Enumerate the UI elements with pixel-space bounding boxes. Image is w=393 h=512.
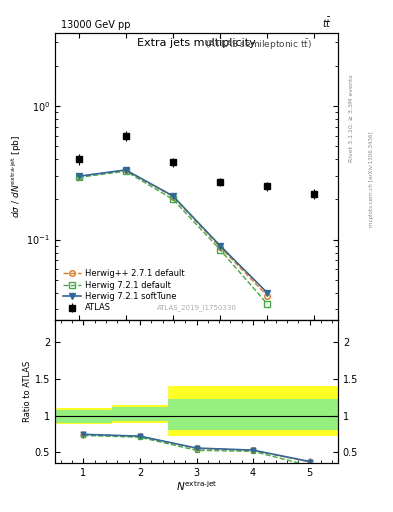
Herwig++ 2.7.1 default <box>265 293 270 299</box>
Text: Rivet 3.1.10, ≥ 3.3M events: Rivet 3.1.10, ≥ 3.3M events <box>349 74 354 162</box>
X-axis label: $N^{\rm extra\text{-}jet}$: $N^{\rm extra\text{-}jet}$ <box>176 480 217 494</box>
Herwig 7.2.1 default <box>218 247 222 253</box>
Legend: Herwig++ 2.7.1 default, Herwig 7.2.1 default, Herwig 7.2.1 softTune, ATLAS: Herwig++ 2.7.1 default, Herwig 7.2.1 def… <box>59 266 188 316</box>
Herwig 7.2.1 softTune <box>123 167 128 173</box>
Herwig 7.2.1 default <box>76 174 81 180</box>
Text: ATLAS_2019_I1750330: ATLAS_2019_I1750330 <box>156 305 237 311</box>
Text: 13000 GeV pp: 13000 GeV pp <box>61 20 130 30</box>
Herwig++ 2.7.1 default <box>123 167 128 174</box>
Herwig 7.2.1 softTune <box>218 243 222 249</box>
Text: $t\bar{t}$: $t\bar{t}$ <box>322 16 332 30</box>
Herwig 7.2.1 default <box>123 168 128 174</box>
Herwig 7.2.1 default <box>171 196 175 202</box>
Y-axis label: $d\sigma\ /\ dN^{\rm extra\text{-}jet}\ [\rm pb]$: $d\sigma\ /\ dN^{\rm extra\text{-}jet}\ … <box>9 135 24 218</box>
Text: mcplots.cern.ch [arXiv:1306.3436]: mcplots.cern.ch [arXiv:1306.3436] <box>369 132 374 227</box>
Line: Herwig 7.2.1 default: Herwig 7.2.1 default <box>76 168 270 307</box>
Herwig++ 2.7.1 default <box>171 194 175 200</box>
Y-axis label: Ratio to ATLAS: Ratio to ATLAS <box>23 361 32 422</box>
Text: $\rm(ATLAS\ semileptonic\ t\bar{t})$: $\rm(ATLAS\ semileptonic\ t\bar{t})$ <box>205 37 312 52</box>
Herwig++ 2.7.1 default <box>218 244 222 250</box>
Line: Herwig++ 2.7.1 default: Herwig++ 2.7.1 default <box>76 167 270 298</box>
Text: Extra jets multiplicity: Extra jets multiplicity <box>137 37 256 48</box>
Herwig++ 2.7.1 default <box>76 174 81 180</box>
Herwig 7.2.1 default <box>265 301 270 307</box>
Herwig 7.2.1 softTune <box>171 193 175 199</box>
Line: Herwig 7.2.1 softTune: Herwig 7.2.1 softTune <box>76 167 270 295</box>
Herwig 7.2.1 softTune <box>76 173 81 179</box>
Herwig 7.2.1 softTune <box>265 290 270 296</box>
